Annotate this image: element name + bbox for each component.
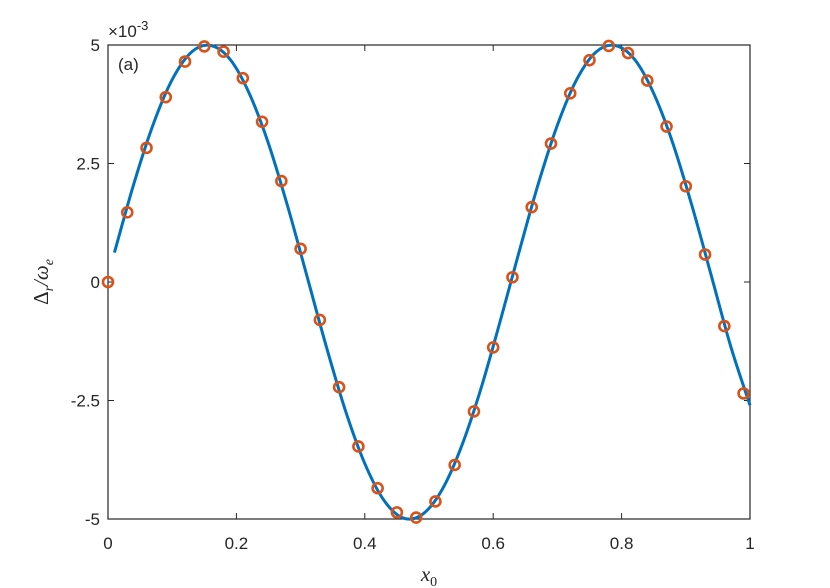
y-tick-label: -2.5 xyxy=(71,392,100,411)
data-point xyxy=(217,45,230,58)
data-point xyxy=(544,137,558,150)
data-point xyxy=(236,71,250,85)
y-tick-label: 0 xyxy=(91,273,100,292)
y-label-part: Δ xyxy=(29,291,53,305)
data-point xyxy=(467,405,481,418)
x-tick-label: 1 xyxy=(745,534,754,553)
y-exponent: ×10-3 xyxy=(108,18,148,41)
data-point xyxy=(390,506,404,519)
data-point xyxy=(621,46,635,60)
y-label-part: /ω xyxy=(29,265,53,287)
data-point xyxy=(140,141,153,155)
data-point xyxy=(332,380,346,394)
data-point xyxy=(679,179,693,193)
data-point xyxy=(640,74,654,87)
x-tick-label: 0.2 xyxy=(225,534,249,553)
x-label-sub: 0 xyxy=(430,575,437,588)
data-point xyxy=(660,120,673,133)
data-point xyxy=(313,313,327,327)
data-point xyxy=(352,440,365,453)
data-point xyxy=(294,242,307,256)
y-tick-label: 2.5 xyxy=(76,155,100,174)
annotation: (a) xyxy=(118,55,139,74)
data-point xyxy=(120,206,134,219)
data-point xyxy=(602,39,616,53)
data-point xyxy=(178,55,192,68)
data-point xyxy=(409,511,423,524)
x-axis-label: x0 xyxy=(420,562,437,588)
y-exponent-power: -3 xyxy=(137,18,149,33)
data-point xyxy=(563,87,577,100)
data-point xyxy=(737,387,750,400)
y-exponent-base: ×10 xyxy=(108,22,137,41)
plot-frame xyxy=(107,44,751,520)
data-point xyxy=(275,174,288,188)
y-axis-label: Δr/ωe xyxy=(29,259,57,305)
y-tick-label: -5 xyxy=(85,510,100,529)
data-point xyxy=(583,53,596,67)
data-point xyxy=(718,319,731,333)
data-point xyxy=(448,458,461,472)
y-label-part: r xyxy=(42,285,57,291)
x-tick-label: 0 xyxy=(103,534,112,553)
data-point xyxy=(255,115,269,129)
x-tick-label: 0.6 xyxy=(481,534,505,553)
data-point xyxy=(429,495,442,508)
y-tick-label: 5 xyxy=(91,36,100,55)
data-point xyxy=(159,90,173,104)
x-tick-label: 0.8 xyxy=(610,534,634,553)
data-point xyxy=(101,275,115,289)
x-label-base: x xyxy=(420,562,431,586)
x-tick-label: 0.4 xyxy=(353,534,377,553)
data-point xyxy=(698,248,712,261)
data-point xyxy=(486,341,500,354)
data-point xyxy=(198,40,211,53)
data-point xyxy=(371,481,384,495)
data-point xyxy=(506,270,519,284)
data-line xyxy=(112,43,752,521)
data-point xyxy=(525,200,539,214)
y-label-part: e xyxy=(42,259,57,265)
